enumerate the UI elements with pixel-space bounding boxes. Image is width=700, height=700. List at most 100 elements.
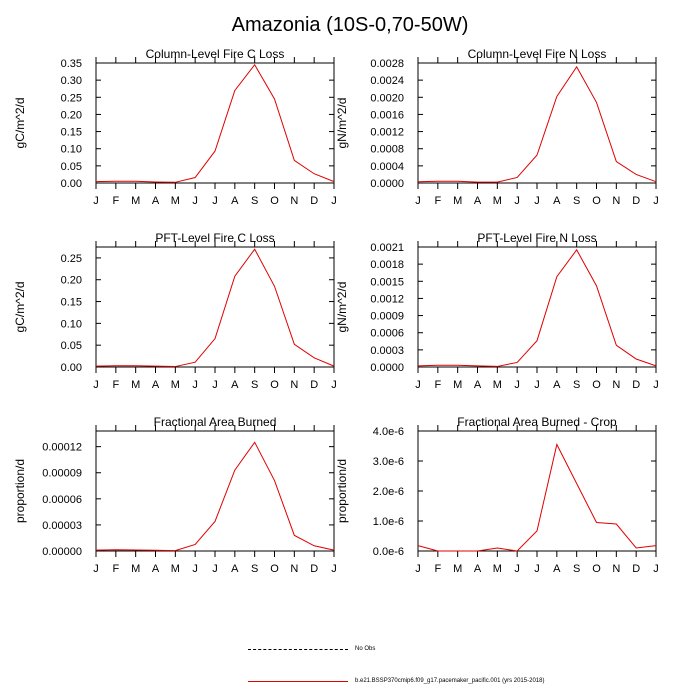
y-tick-label: 0.25 (61, 253, 82, 265)
y-tick-label: 0.0015 (370, 276, 404, 288)
x-tick-label: F (434, 563, 441, 575)
panel-title: Fractional Area Burned (154, 415, 277, 429)
x-tick-label: D (310, 379, 318, 391)
y-tick-label: 0.00 (61, 362, 82, 374)
x-tick-label: D (632, 563, 640, 575)
x-tick-label: M (171, 563, 180, 575)
plot-frame (417, 62, 657, 184)
x-tick-label: J (514, 379, 520, 391)
x-tick-label: S (573, 379, 580, 391)
y-tick-label: 0.0028 (370, 58, 404, 70)
x-tick-label: J (192, 563, 198, 575)
x-tick-label: M (453, 563, 462, 575)
x-tick-label: J (331, 195, 337, 207)
y-tick-label: 0.05 (61, 161, 82, 173)
panel-title: Column-Level Fire C Loss (146, 47, 285, 61)
x-tick-label: J (534, 379, 540, 391)
x-tick-label: F (112, 563, 119, 575)
x-tick-label: S (251, 379, 258, 391)
y-tick-label: 0.0018 (370, 259, 404, 271)
y-tick-label: 0.00012 (42, 442, 82, 454)
y-axis-label: gN/m^2/d (335, 282, 349, 333)
x-tick-label: J (331, 563, 337, 575)
x-tick-label: M (171, 195, 180, 207)
y-axis-label: proportion/d (13, 459, 27, 523)
x-tick-label: J (331, 379, 337, 391)
x-tick-label: O (270, 563, 279, 575)
x-tick-label: O (270, 195, 279, 207)
x-tick-label: N (290, 379, 298, 391)
plot-frame (95, 246, 335, 368)
x-tick-label: J (192, 379, 198, 391)
x-tick-label: N (290, 563, 298, 575)
y-tick-label: 0.0008 (370, 144, 404, 156)
x-tick-label: A (231, 563, 239, 575)
plot-frame (417, 430, 657, 552)
x-tick-label: N (290, 195, 298, 207)
y-tick-label: 0.0020 (370, 92, 404, 104)
x-tick-label: N (612, 195, 620, 207)
y-tick-label: 0.35 (61, 58, 82, 70)
x-tick-label: J (653, 563, 659, 575)
y-tick-label: 0.0004 (370, 161, 404, 173)
y-tick-label: 0.0016 (370, 109, 404, 121)
series-line (417, 65, 657, 183)
x-tick-label: J (514, 563, 520, 575)
x-tick-label: J (93, 563, 99, 575)
x-tick-label: J (514, 195, 520, 207)
x-tick-label: A (474, 563, 482, 575)
panel-title: Column-Level Fire N Loss (468, 47, 607, 61)
x-tick-label: A (553, 379, 561, 391)
y-tick-label: 1.0e-6 (373, 516, 404, 528)
x-tick-label: F (112, 379, 119, 391)
plot-frame (95, 430, 335, 552)
x-tick-label: J (93, 379, 99, 391)
x-tick-label: S (573, 563, 580, 575)
x-tick-label: J (212, 563, 218, 575)
series-line (95, 63, 335, 183)
y-tick-label: 0.15 (61, 297, 82, 309)
y-tick-label: 0.30 (61, 75, 82, 87)
x-tick-label: O (270, 379, 279, 391)
y-tick-label: 4.0e-6 (373, 426, 404, 438)
plot-frame (417, 246, 657, 368)
x-tick-label: F (112, 195, 119, 207)
y-tick-label: 0.00 (61, 178, 82, 190)
x-tick-label: M (131, 195, 140, 207)
panel-title: PFT-Level Fire C Loss (155, 231, 274, 245)
y-tick-label: 0.20 (61, 275, 82, 287)
x-tick-label: D (632, 195, 640, 207)
series-line (417, 443, 657, 552)
x-tick-label: J (653, 195, 659, 207)
x-tick-label: M (453, 379, 462, 391)
x-tick-label: M (131, 563, 140, 575)
x-tick-label: M (131, 379, 140, 391)
x-tick-label: M (171, 379, 180, 391)
x-tick-label: A (231, 379, 239, 391)
y-tick-label: 0.0000 (370, 178, 404, 190)
series-line (95, 248, 335, 368)
y-tick-label: 3.0e-6 (373, 456, 404, 468)
panel-title: PFT-Level Fire N Loss (477, 231, 596, 245)
x-tick-label: F (434, 195, 441, 207)
y-tick-label: 0.10 (61, 144, 82, 156)
x-tick-label: A (231, 195, 239, 207)
y-tick-label: 0.00009 (42, 468, 82, 480)
x-tick-label: A (553, 195, 561, 207)
x-tick-label: N (612, 563, 620, 575)
legend-model-label: b.e21.BSSP370cmip6.f09_g17.pacemaker_pac… (355, 678, 545, 684)
x-tick-label: O (592, 195, 601, 207)
x-tick-label: S (251, 563, 258, 575)
x-tick-label: A (152, 379, 160, 391)
x-tick-label: J (212, 379, 218, 391)
y-tick-label: 0.0024 (370, 75, 404, 87)
y-tick-label: 0.00006 (42, 494, 82, 506)
plot-frame (95, 62, 335, 184)
x-tick-label: J (415, 379, 421, 391)
y-axis-label: gC/m^2/d (13, 282, 27, 333)
y-tick-label: 0.00000 (42, 546, 82, 558)
x-tick-label: O (592, 379, 601, 391)
y-tick-label: 0.0003 (370, 345, 404, 357)
legend-obs-swatch (248, 649, 348, 650)
